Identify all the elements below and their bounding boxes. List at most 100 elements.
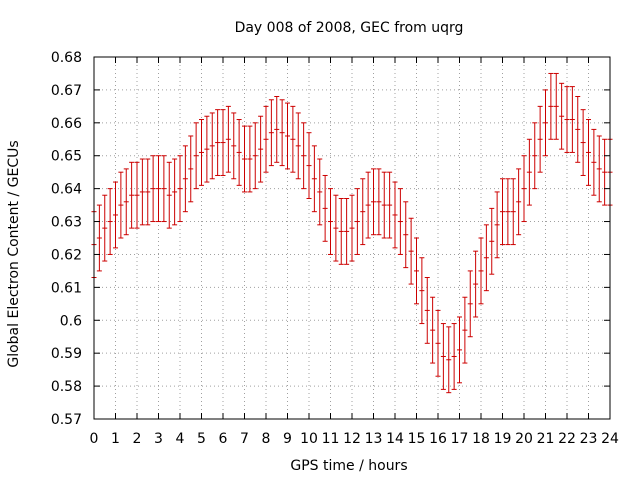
x-tick-label: 2 [133,431,142,447]
error-bar-point [231,112,237,180]
error-bar-point [387,171,393,239]
error-bar-point [113,181,118,249]
error-bar-point [360,178,366,246]
error-bar-point [333,194,339,262]
error-bar-point [182,145,188,213]
error-bar-point [532,122,538,190]
x-tick-label: 24 [601,431,619,447]
error-bar-point [123,168,129,236]
x-tick-label: 18 [472,431,490,447]
error-bar-point [295,112,301,180]
error-bar-point [457,316,462,384]
error-bar-point [156,155,161,223]
error-bar-point [467,270,473,338]
error-bar-point [177,155,183,223]
error-bar-point [543,89,548,157]
x-tick-label: 15 [408,431,426,447]
error-bar-point [199,119,204,186]
error-bar-point [204,115,210,183]
error-bar-point [285,102,290,170]
error-bar-point [322,174,328,242]
error-bar-point [172,158,178,226]
error-bar-point [537,105,543,173]
y-tick-label: 0.68 [51,50,82,66]
y-tick-label: 0.58 [51,379,82,395]
error-bar-point [102,194,108,262]
series-gec [91,72,613,394]
error-bar-point [478,237,484,305]
error-bar-point [306,132,312,200]
error-bar-point [473,250,479,318]
error-bar-point [446,326,452,394]
x-tick-label: 6 [219,431,228,447]
x-tick-label: 5 [197,431,206,447]
error-bar-point [483,224,489,292]
error-bar-point [602,138,608,206]
error-bar-point [521,155,527,223]
error-bar-point [371,168,376,236]
error-bar-point [559,82,565,150]
error-bar-point [505,178,511,246]
error-bar-point [365,171,371,239]
y-tick-label: 0.65 [51,149,82,165]
error-bar-point [118,171,124,239]
x-tick-label: 10 [300,431,318,447]
error-bar-point [290,105,296,173]
error-bar-point [500,178,505,246]
error-bar-point [510,178,516,246]
error-bar-point [414,237,419,305]
y-tick-label: 0.67 [51,83,82,99]
error-bar-point [419,257,425,325]
error-bar-point [462,296,468,364]
y-tick-label: 0.63 [51,215,82,231]
error-bar-point [430,296,436,364]
y-tick-label: 0.62 [51,247,82,263]
x-tick-label: 0 [90,431,99,447]
error-bar-point [381,171,387,239]
error-bar-point [188,135,194,203]
error-bar-point [586,119,591,186]
x-tick-label: 22 [558,431,576,447]
error-bar-point [494,191,500,259]
y-tick-label: 0.57 [51,412,82,428]
error-bar-point [553,72,559,140]
error-bar-point [279,99,285,167]
error-bar-point [220,109,226,176]
y-tick-label: 0.6 [60,313,82,329]
error-bar-point [145,158,151,226]
x-tick-label: 4 [176,431,185,447]
error-bar-point [451,323,457,390]
x-tick-label: 12 [343,431,361,447]
error-bar-point [301,122,307,190]
error-bar-point [311,145,317,213]
error-bar-point [424,276,430,344]
x-tick-label: 1 [111,431,120,447]
error-bar-point [247,125,253,193]
x-tick-label: 21 [537,431,555,447]
error-bar-point [344,198,350,265]
error-bar-point [242,125,247,193]
axis-ticks: 0 1 2 3 4 5 6 7 8 9 10 11 12 13 14 15 16 17 18 19 20 21 22 23 24… [51,50,619,447]
error-bar-point [209,112,215,180]
x-tick-label: 20 [515,431,533,447]
y-tick-label: 0.59 [51,346,82,362]
error-bar-point [129,161,135,229]
error-bar-point [435,309,441,377]
x-tick-label: 16 [429,431,447,447]
error-bar-point [274,95,280,163]
error-bar-point [580,109,586,176]
y-axis-label: Global Electron Content / GECUs [6,140,22,367]
error-bar-point [268,99,274,167]
error-bar-point [516,168,522,236]
x-tick-label: 13 [365,431,383,447]
error-bar-point [596,135,602,203]
error-bar-point [569,86,575,153]
x-tick-label: 14 [386,431,404,447]
error-bar-point [376,168,382,236]
x-tick-label: 19 [494,431,512,447]
error-bar-point [349,194,355,262]
x-tick-label: 8 [262,431,271,447]
error-bar-point [134,161,140,229]
error-bar-point [161,155,167,223]
